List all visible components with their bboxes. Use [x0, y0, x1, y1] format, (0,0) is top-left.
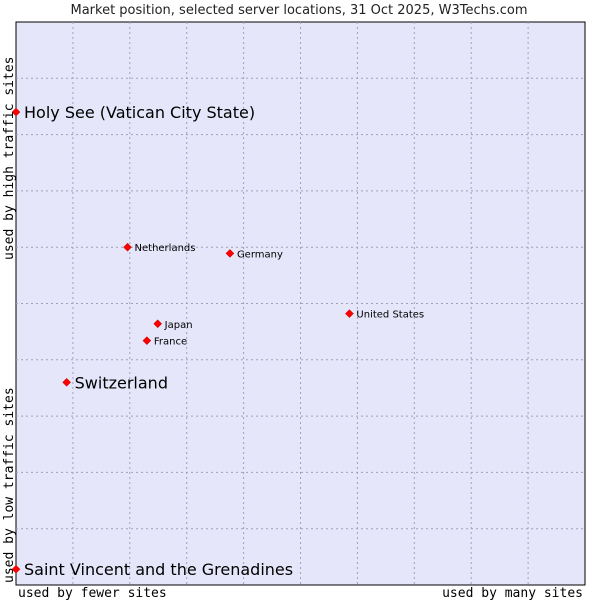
- data-point-united-states: [345, 309, 354, 318]
- data-label-switzerland: Switzerland: [75, 373, 168, 392]
- y-axis-label-bottom: used by low traffic sites: [2, 387, 17, 583]
- x-axis-label-left: used by fewer sites: [18, 586, 167, 600]
- data-point-switzerland: [62, 377, 71, 387]
- data-point-germany: [225, 249, 235, 258]
- data-label-united-states: United States: [356, 310, 424, 321]
- data-label-japan: Japan: [164, 320, 193, 331]
- data-label-holy-see-vatican-city-state: Holy See (Vatican City State): [24, 103, 255, 122]
- data-point-france: [142, 336, 152, 346]
- data-points: Holy See (Vatican City State) Netherlands…: [11, 103, 424, 579]
- chart-title: Market position, selected server locatio…: [70, 3, 527, 18]
- data-label-saint-vincent-and-the-grenadines: Saint Vincent and the Grenadines: [24, 560, 293, 579]
- grid-lines: [16, 22, 585, 585]
- x-axis-label-right: used by many sites: [442, 586, 583, 600]
- data-point-saint-vincent-and-the-grenadines: [11, 564, 21, 574]
- data-point-holy-see-vatican-city-state: [11, 107, 21, 117]
- data-label-germany: Germany: [237, 249, 283, 260]
- data-point-netherlands: [123, 242, 132, 252]
- y-axis-label-top: used by high traffic sites: [2, 57, 17, 261]
- data-label-france: France: [154, 337, 187, 348]
- data-label-netherlands: Netherlands: [135, 243, 196, 254]
- data-point-japan: [153, 319, 163, 329]
